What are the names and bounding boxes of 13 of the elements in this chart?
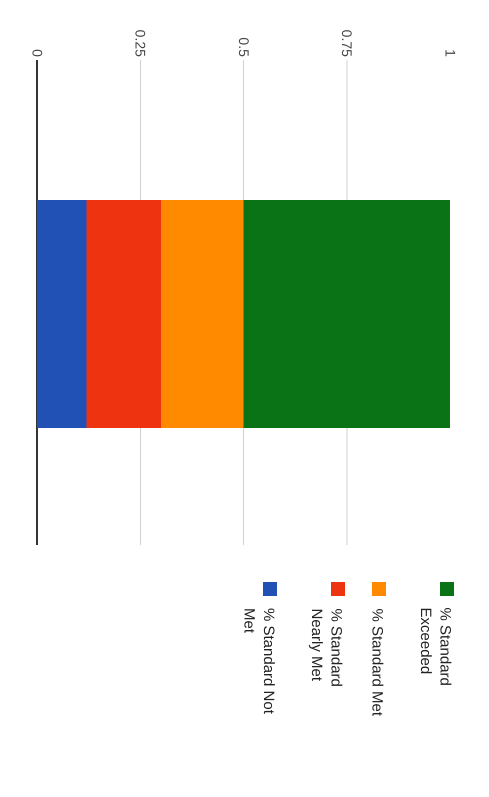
legend-label: % Standard Exceeded [417, 608, 454, 686]
bar [37, 200, 87, 428]
legend-label: % Standard Not Met [240, 608, 277, 715]
bar [86, 200, 161, 428]
legend-label: % Standard Nearly Met [308, 608, 344, 687]
x-tick-label: 1 [442, 49, 458, 58]
bar [244, 200, 450, 428]
x-tick-label: 0 [29, 49, 46, 58]
bar [160, 200, 244, 428]
x-tick-label: 0.5 [236, 37, 252, 58]
legend-label: % Standard Met [368, 608, 386, 717]
x-tick-label: 0.25 [132, 30, 149, 58]
x-tick-label: 0.75 [339, 30, 356, 58]
